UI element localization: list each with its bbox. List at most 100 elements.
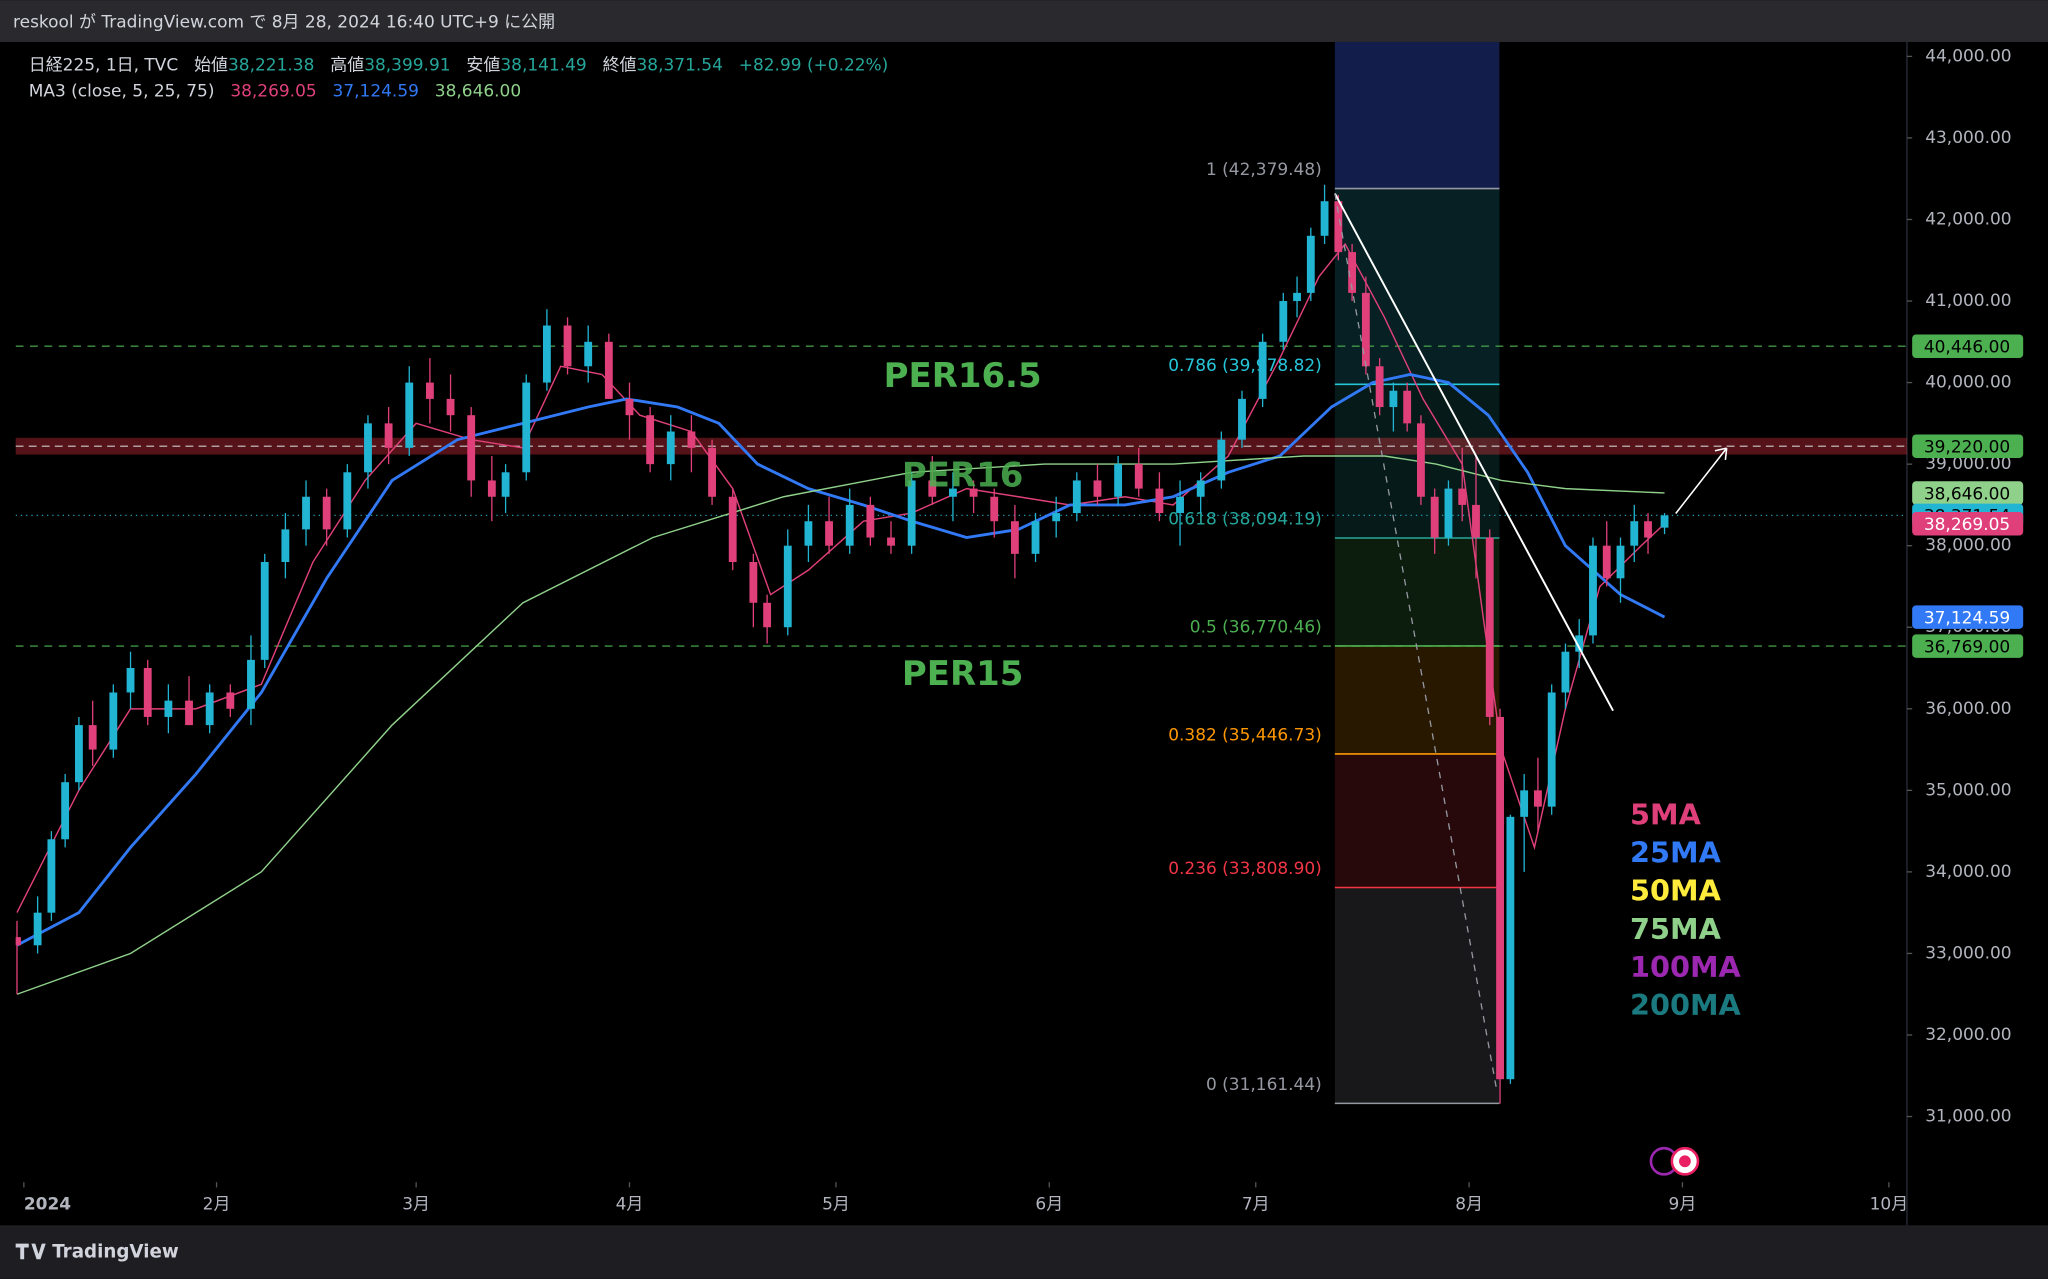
ma-label: 75MA bbox=[1630, 912, 1722, 946]
header-text: reskool が TradingView.com で 8月 28, 2024 … bbox=[13, 12, 555, 32]
ohlc-value: 38,371.54 bbox=[637, 55, 723, 75]
candle-body bbox=[205, 692, 214, 726]
y-tick-label: 42,000.00 bbox=[1925, 209, 2011, 229]
ma-label: 200MA bbox=[1630, 988, 1742, 1022]
candle-body bbox=[1258, 341, 1267, 399]
candle-body bbox=[563, 325, 572, 367]
ma-line bbox=[16, 455, 1665, 995]
candle-body bbox=[143, 668, 152, 717]
y-tick-label: 34,000.00 bbox=[1925, 862, 2011, 882]
ohlc-value: 38,221.38 bbox=[228, 55, 314, 75]
candle-body bbox=[1520, 790, 1529, 817]
candle-body bbox=[949, 488, 957, 497]
candle-body bbox=[247, 659, 255, 709]
candle-body bbox=[1031, 521, 1040, 554]
candle-body bbox=[1589, 545, 1597, 636]
candle-body bbox=[625, 398, 634, 416]
candle-body bbox=[990, 496, 999, 522]
candle-body bbox=[1279, 301, 1288, 342]
y-tick-label: 35,000.00 bbox=[1925, 780, 2011, 800]
ohlc-label: 終値 bbox=[603, 55, 637, 75]
candle-body bbox=[1534, 790, 1542, 807]
ohlc-change: +82.99 (+0.22%) bbox=[739, 55, 889, 75]
candle-body bbox=[825, 521, 833, 546]
ma-label: 25MA bbox=[1630, 836, 1722, 870]
candle-body bbox=[1348, 252, 1357, 293]
icon bbox=[1679, 1155, 1691, 1168]
price-label: 37,124.59 bbox=[1924, 608, 2010, 628]
candle-body bbox=[1430, 496, 1439, 538]
candle-body bbox=[109, 692, 118, 750]
candle-body bbox=[15, 937, 21, 946]
fib-zone bbox=[1334, 538, 1500, 646]
y-tick-label: 40,000.00 bbox=[1925, 373, 2011, 393]
candle-body bbox=[33, 912, 42, 946]
fib-label: 0.5 (36,770.46) bbox=[1190, 618, 1322, 638]
candle-body bbox=[1602, 545, 1611, 579]
candle-body bbox=[302, 496, 310, 530]
candle-body bbox=[1093, 480, 1102, 497]
candle-body bbox=[467, 415, 476, 481]
candle-body bbox=[646, 415, 655, 465]
price-label-box bbox=[1912, 634, 2024, 658]
candle-body bbox=[1403, 390, 1412, 424]
fib-diagonal bbox=[1334, 193, 1498, 1091]
ma-label: 100MA bbox=[1630, 950, 1742, 984]
y-tick-label: 44,000.00 bbox=[1925, 46, 2011, 66]
x-tick-label: 3月 bbox=[402, 1194, 430, 1214]
candle-body bbox=[687, 431, 696, 448]
candle-body bbox=[126, 668, 135, 693]
trend-line bbox=[1333, 192, 1614, 712]
ohlc-label: 高値 bbox=[330, 55, 364, 75]
candle-body bbox=[281, 529, 290, 562]
candle-body bbox=[425, 382, 434, 399]
candle-body bbox=[260, 561, 269, 660]
candle-body bbox=[845, 504, 854, 546]
candle-body bbox=[1320, 201, 1329, 236]
candle-body bbox=[1506, 816, 1515, 1080]
ohlc-value: 38,399.91 bbox=[364, 55, 450, 75]
fib-label: 0.236 (33,808.90) bbox=[1168, 859, 1322, 879]
footer-logo bbox=[15, 1243, 46, 1260]
y-tick-label: 31,000.00 bbox=[1925, 1107, 2011, 1127]
x-tick-label: 7月 bbox=[1242, 1194, 1270, 1214]
y-tick-label: 41,000.00 bbox=[1925, 291, 2011, 311]
footer-bar bbox=[0, 1225, 2048, 1279]
candle-body bbox=[164, 700, 173, 717]
candle-body bbox=[708, 447, 716, 497]
candle-body bbox=[1630, 521, 1639, 546]
ohlc-label: 安値 bbox=[466, 55, 500, 75]
candle-body bbox=[866, 504, 875, 538]
candle-body bbox=[1155, 488, 1164, 514]
candle-body bbox=[604, 341, 613, 399]
candle-body bbox=[1644, 521, 1652, 538]
candle-body bbox=[1375, 366, 1384, 408]
candle-body bbox=[1458, 488, 1467, 505]
x-tick-label: 4月 bbox=[616, 1194, 644, 1214]
candle-body bbox=[88, 725, 97, 750]
fib-label: 0.786 (39,978.82) bbox=[1168, 356, 1322, 376]
candle-body bbox=[928, 480, 937, 497]
candle-body bbox=[1547, 692, 1556, 807]
candle-body bbox=[783, 545, 792, 628]
ohlc-legend: 日経225, 1日, TVC 始値38,221.38 高値38,399.91 安… bbox=[29, 55, 889, 75]
y-tick-label: 33,000.00 bbox=[1925, 943, 2011, 963]
price-label-box bbox=[1912, 481, 2024, 505]
symbol: 日経225, 1日, TVC bbox=[29, 55, 179, 75]
candle-body bbox=[405, 382, 414, 448]
candle-body bbox=[969, 488, 978, 497]
y-tick-label: 32,000.00 bbox=[1925, 1025, 2011, 1045]
candle-body bbox=[1389, 390, 1398, 408]
fib-zone bbox=[1334, 188, 1500, 385]
candle-body bbox=[501, 472, 510, 497]
annotation: PER15 bbox=[902, 654, 1023, 694]
price-label-box bbox=[1912, 605, 2024, 629]
fib-label: 0 (31,161.44) bbox=[1206, 1075, 1322, 1095]
candle-body bbox=[1238, 398, 1246, 440]
candle-body bbox=[1561, 651, 1570, 693]
candle-body bbox=[322, 496, 331, 530]
y-tick-label: 38,000.00 bbox=[1925, 536, 2011, 556]
fib-zone bbox=[1334, 645, 1500, 754]
